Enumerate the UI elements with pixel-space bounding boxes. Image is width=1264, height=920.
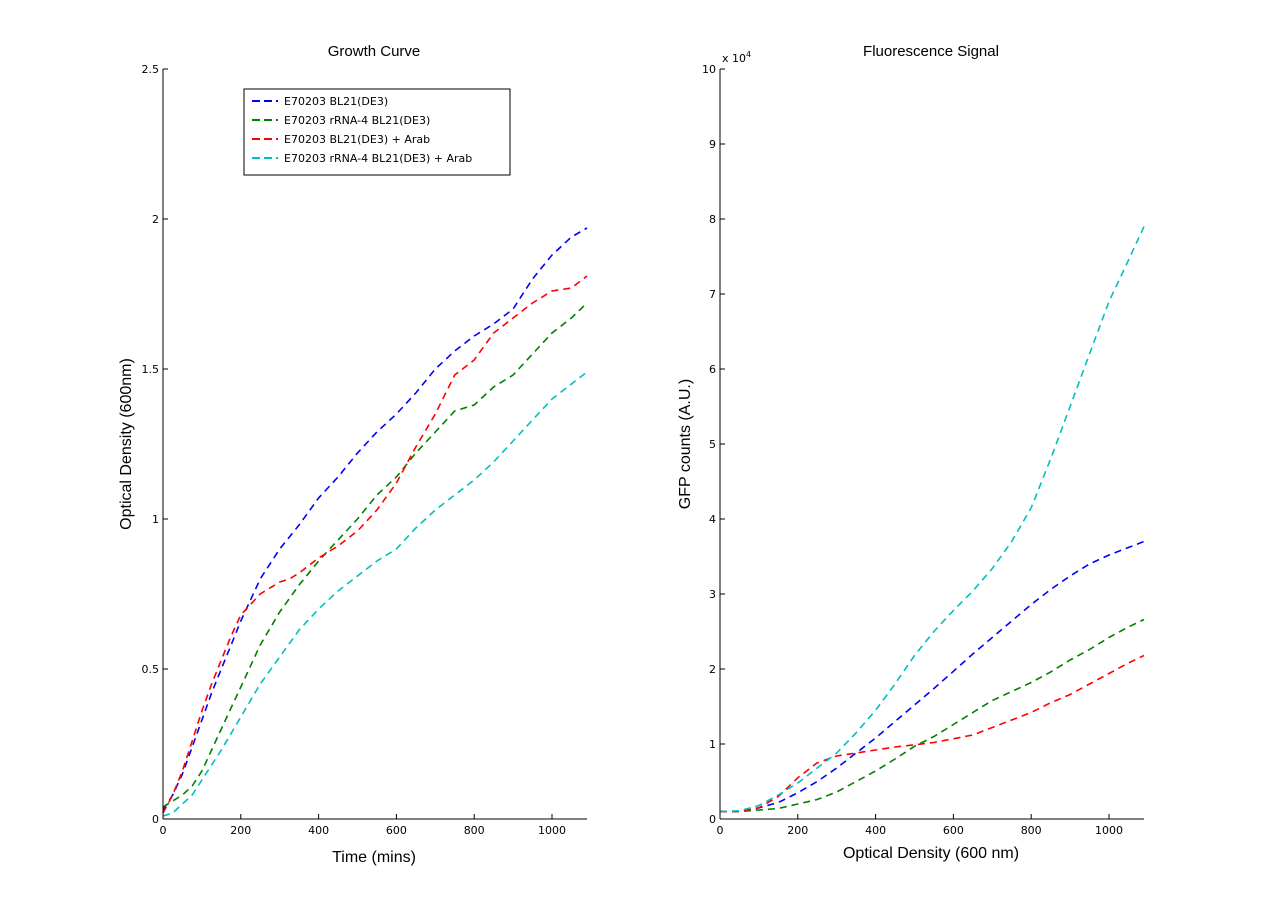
y-axis-title: GFP counts (A.U.) (677, 379, 694, 509)
legend-box (243, 88, 511, 176)
y-tick-label: 7 (709, 288, 716, 301)
ticks: 0 200 400 600 800 1000 0 1 2 3 4 5 6 7 8 9 10 (702, 63, 1123, 837)
y-tick-label: 2 (152, 213, 159, 226)
series-line (162, 275, 588, 814)
x-axis-title: Optical Density (600 nm) (843, 845, 1019, 862)
x-tick-label: 1000 (538, 824, 566, 837)
x-tick-label: 200 (230, 824, 251, 837)
y-tick-label: 2 (709, 663, 716, 676)
x-tick-label: 400 (865, 824, 886, 837)
x-tick-label: 600 (943, 824, 964, 837)
growth-curve-plot: Growth Curve Time (mins) Optical Density… (118, 43, 588, 866)
y-tick-label: 4 (709, 513, 716, 526)
x-axis-title: Time (mins) (332, 849, 416, 866)
series-line (720, 618, 1145, 813)
x-tick-label: 400 (308, 824, 329, 837)
x-tick-label: 600 (386, 824, 407, 837)
y-tick-label: 9 (709, 138, 716, 151)
y-multiplier-label: x 104 (722, 50, 751, 65)
x-tick-label: 0 (717, 824, 724, 837)
y-tick-label: 3 (709, 588, 716, 601)
series-line (720, 654, 1145, 813)
x-tick-label: 800 (464, 824, 485, 837)
x-tick-label: 0 (160, 824, 167, 837)
series-line (162, 227, 588, 811)
x-tick-label: 1000 (1095, 824, 1123, 837)
plot-title: Growth Curve (328, 43, 421, 60)
axes (719, 69, 1144, 820)
fluorescence-signal-plot: Fluorescence Signal Optical Density (600… (677, 43, 1145, 862)
x-tick-label: 800 (1021, 824, 1042, 837)
y-tick-label: 2.5 (142, 63, 160, 76)
y-tick-label: 8 (709, 213, 716, 226)
legend-label: E70203 rRNA-4 BL21(DE3) (284, 114, 430, 127)
y-tick-label: 1 (152, 513, 159, 526)
legend-label: E70203 rRNA-4 BL21(DE3) + Arab (284, 152, 472, 165)
series-lines (162, 227, 588, 817)
legend-label: E70203 BL21(DE3) + Arab (284, 133, 430, 146)
series-line (719, 226, 1145, 813)
y-tick-label: 0 (709, 813, 716, 826)
legend: E70203 BL21(DE3) E70203 rRNA-4 BL21(DE3) E… (243, 88, 511, 176)
series-lines (719, 226, 1145, 813)
series-line (162, 302, 588, 808)
y-tick-label: 0.5 (142, 663, 160, 676)
series-line (720, 540, 1145, 813)
axes (162, 69, 587, 820)
x-tick-label: 200 (787, 824, 808, 837)
series-line (162, 371, 588, 817)
plot-title: Fluorescence Signal (863, 43, 999, 60)
y-tick-label: 0 (152, 813, 159, 826)
legend-items: E70203 BL21(DE3) E70203 rRNA-4 BL21(DE3) E… (252, 95, 472, 165)
y-tick-label: 10 (702, 63, 716, 76)
y-tick-label: 1.5 (142, 363, 160, 376)
legend-label: E70203 BL21(DE3) (284, 95, 388, 108)
y-tick-label: 6 (709, 363, 716, 376)
y-tick-label: 1 (709, 738, 716, 751)
y-axis-title: Optical Density (600nm) (118, 358, 135, 530)
y-tick-label: 5 (709, 438, 716, 451)
ticks: 0 200 400 600 800 1000 0 0.5 1 1.5 2 2.5 (142, 63, 566, 837)
